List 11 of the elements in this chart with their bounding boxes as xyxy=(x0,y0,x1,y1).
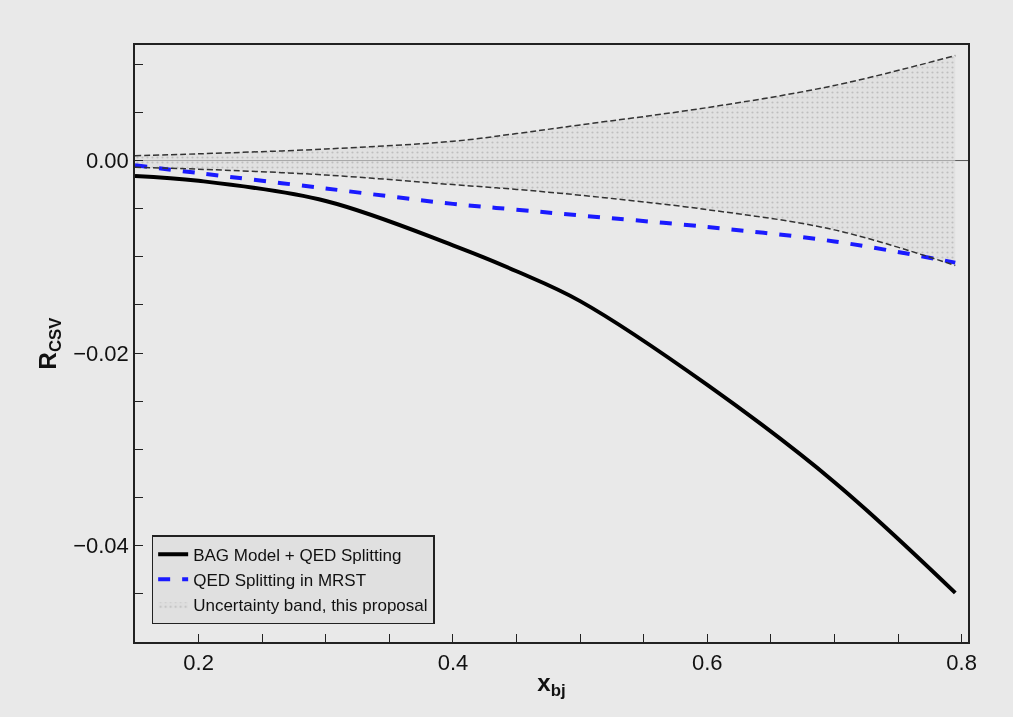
x-tick-label: 0.6 xyxy=(691,650,723,676)
legend-label: QED Splitting in MRST xyxy=(193,570,367,590)
y-tick-label: −0.04 xyxy=(73,533,129,559)
x-tick-label: 0.4 xyxy=(437,650,469,676)
x-tick-label: 0.8 xyxy=(946,650,977,676)
y-tick-label: 0.00 xyxy=(86,148,129,174)
x-axis-title: x$_{bj}$ xyxy=(537,668,566,700)
legend-label: Uncertainty band, this proposal xyxy=(193,595,428,615)
y-tick-label: −0.02 xyxy=(73,340,129,366)
x-tick-label: 0.2 xyxy=(183,650,214,676)
legend-label: BAG Model + QED Splitting xyxy=(193,545,402,565)
